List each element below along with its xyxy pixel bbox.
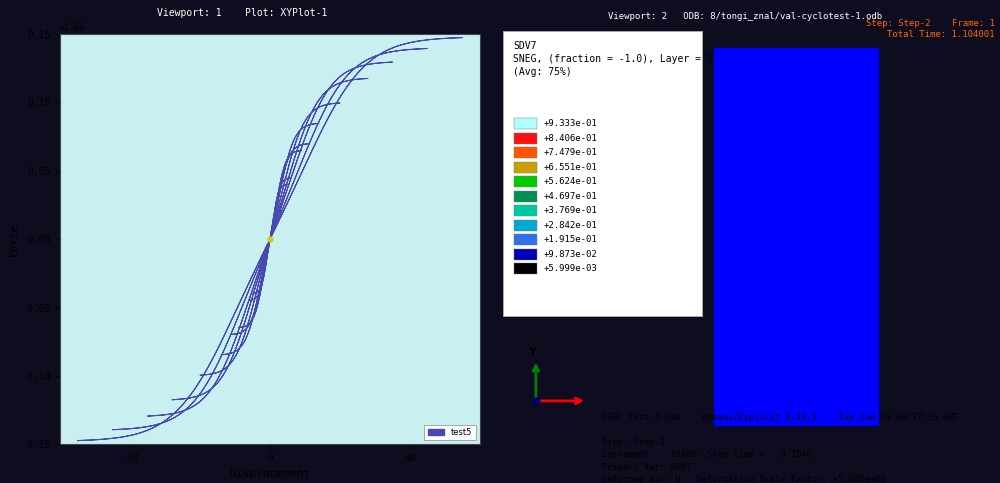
Text: Y: Y	[528, 347, 536, 357]
Text: +9.333e-01: +9.333e-01	[544, 119, 597, 128]
Text: +9.873e-02: +9.873e-02	[544, 250, 597, 259]
Bar	[514, 118, 537, 129]
Text: x1.E6: x1.E6	[60, 23, 85, 32]
Text: +3.769e-01: +3.769e-01	[544, 206, 597, 215]
Text: +5.999e-03: +5.999e-03	[544, 264, 597, 273]
Text: +4.697e-01: +4.697e-01	[544, 192, 597, 201]
Text: +8.406e-01: +8.406e-01	[544, 134, 597, 143]
Bar	[514, 205, 537, 216]
Bar	[514, 249, 537, 259]
Text: +7.479e-01: +7.479e-01	[544, 148, 597, 157]
Text: ODB: test-1.odb    Abaqus/Explicit 6.13-1    Tue Jun 05 09:37:35 GMT

Step: Step: ODB: test-1.odb Abaqus/Explicit 6.13-1 T…	[602, 413, 959, 483]
Text: +2.842e-01: +2.842e-01	[544, 221, 597, 230]
Text: SDV7
SNEG, (fraction = -1.0), Layer = 1
(Avg: 75%): SDV7 SNEG, (fraction = -1.0), Layer = 1 …	[513, 41, 713, 77]
Text: +6.551e-01: +6.551e-01	[544, 163, 597, 172]
Text: +5.624e-01: +5.624e-01	[544, 177, 597, 186]
Text: Step: Step-2    Frame: 1
Total Time: 1.104001: Step: Step-2 Frame: 1 Total Time: 1.1040…	[866, 19, 995, 39]
X-axis label: Displacement: Displacement	[230, 469, 310, 479]
Bar	[514, 176, 537, 187]
Bar	[514, 234, 537, 245]
Bar	[514, 133, 537, 143]
Bar	[714, 48, 878, 425]
Bar	[514, 191, 537, 201]
Bar	[514, 147, 537, 158]
Bar	[514, 263, 537, 274]
Y-axis label: Force: Force	[9, 222, 19, 256]
Text: Viewport: 2   ODB: 8/tongi_znal/val-cyclotest-1.odb: Viewport: 2 ODB: 8/tongi_znal/val-cyclot…	[608, 12, 882, 21]
Text: Viewport: 1    Plot: XYPlot-1: Viewport: 1 Plot: XYPlot-1	[157, 8, 328, 18]
Bar	[514, 162, 537, 172]
Legend: test5: test5	[424, 425, 476, 440]
FancyBboxPatch shape	[503, 31, 702, 316]
Text: +1.915e-01: +1.915e-01	[544, 235, 597, 244]
Bar	[514, 220, 537, 230]
